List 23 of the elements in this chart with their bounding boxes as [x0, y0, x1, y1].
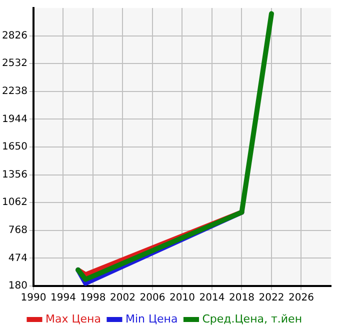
legend-label: Max Цена [45, 312, 101, 326]
y-tick-label: 1356 [2, 169, 28, 180]
x-tick-label: 1990 [20, 292, 46, 304]
y-tick-label: 1944 [2, 114, 28, 125]
x-tick-label: 2026 [288, 292, 314, 304]
y-tick-label: 2532 [2, 58, 28, 70]
y-tick-label: 768 [8, 224, 28, 236]
legend-label: Сред.Цена, т.йен [202, 312, 302, 326]
y-tick-label: 2826 [2, 30, 28, 42]
y-tick-label: 474 [8, 252, 28, 264]
x-tick-label: 2006 [140, 292, 166, 304]
y-tick-label: 1650 [2, 142, 28, 153]
y-tick-label: 2238 [2, 86, 28, 97]
x-tick-label: 2014 [199, 292, 225, 304]
y-tick-label: 1062 [2, 197, 28, 208]
y-tick-label: 180 [8, 280, 28, 292]
x-tick-label: 2002 [110, 292, 136, 304]
x-tick-label: 2022 [258, 292, 284, 304]
x-tick-label: 2010 [170, 292, 195, 304]
x-tick-label: 2018 [229, 292, 254, 304]
legend-label: Min Цена [125, 312, 178, 326]
x-tick-label: 1998 [80, 292, 106, 304]
x-tick-label: 1994 [50, 292, 76, 304]
